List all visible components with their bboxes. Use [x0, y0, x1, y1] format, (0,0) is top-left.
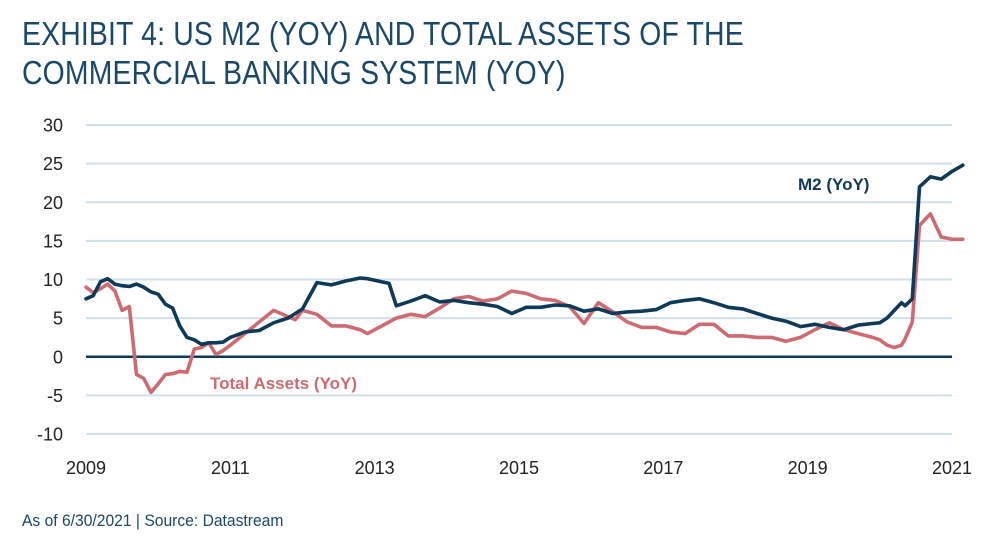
- y-tick-label: 15: [43, 231, 63, 251]
- y-axis-ticks: 30 25 20 15 10 5 0 -5 -10: [37, 116, 63, 445]
- x-tick-label: 2015: [499, 458, 539, 478]
- series-lines: [84, 163, 965, 395]
- y-tick-label: 20: [43, 193, 63, 213]
- x-tick-label: 2011: [211, 458, 250, 478]
- m2-line: [84, 163, 965, 347]
- source-footnote: As of 6/30/2021 | Source: Datastream: [22, 511, 284, 530]
- x-axis-ticks: 2009 2011 2013 2015 2017 2019 2021: [66, 458, 972, 478]
- y-tick-label: 30: [43, 116, 63, 136]
- m2-series-label: M2 (YoY): [798, 175, 869, 194]
- y-tick-label: -10: [37, 425, 63, 445]
- total-assets-series-label: Total Assets (YoY): [210, 374, 357, 393]
- x-tick-label: 2019: [788, 458, 828, 478]
- chart-title: EXHIBIT 4: US M2 (YOY) AND TOTAL ASSETS …: [22, 14, 848, 92]
- chart-title-line-2: COMMERCIAL BANKING SYSTEM (YOY): [22, 54, 566, 91]
- y-tick-label: 25: [43, 154, 63, 174]
- x-tick-label: 2021: [932, 458, 972, 478]
- gridlines: [86, 124, 952, 435]
- x-tick-label: 2009: [66, 458, 106, 478]
- chart-title-line-1: EXHIBIT 4: US M2 (YOY) AND TOTAL ASSETS …: [22, 15, 744, 52]
- y-tick-label: 0: [53, 347, 63, 367]
- y-tick-label: 10: [43, 270, 63, 290]
- x-tick-label: 2017: [643, 458, 683, 478]
- y-tick-label: -5: [47, 386, 63, 406]
- y-tick-label: 5: [53, 309, 63, 329]
- x-tick-label: 2013: [355, 458, 395, 478]
